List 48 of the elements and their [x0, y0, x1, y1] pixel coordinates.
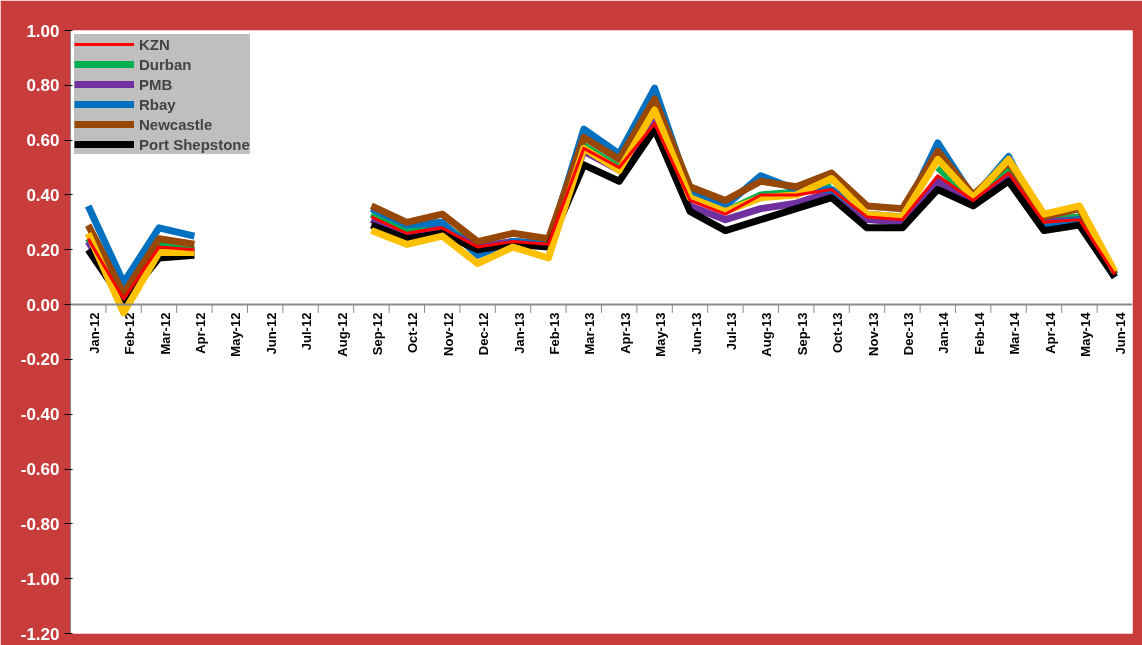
x-tick-label: Jul-13	[723, 312, 739, 351]
y-tick-label: -0.20	[20, 350, 60, 370]
x-tick-label: Jun-13	[688, 312, 704, 355]
x-tick-label: Jan-14	[936, 311, 952, 354]
y-tick-label: 0.40	[26, 185, 60, 205]
x-tick-label: Jun-14	[1113, 311, 1129, 355]
y-tick-label: -1.20	[20, 624, 60, 644]
legend-label: PMB	[139, 75, 173, 93]
y-tick-label: 0.80	[26, 76, 60, 96]
y-tick-label: -1.00	[20, 569, 60, 589]
x-tick-label: Jan-13	[511, 312, 527, 354]
x-tick-label: Jan-12	[86, 312, 102, 354]
x-tick-label: Mar-12	[157, 312, 173, 355]
x-tick-label: Jun-12	[263, 312, 279, 355]
x-tick-label: Dec-13	[900, 312, 916, 356]
x-tick-label: Nov-13	[865, 312, 881, 356]
x-tick-label: Apr-12	[192, 312, 208, 354]
x-tick-label: Apr-14	[1042, 311, 1058, 354]
y-tick-label: 1.00	[26, 21, 60, 41]
x-tick-label: Mar-14	[1007, 311, 1023, 355]
x-tick-label: Sep-12	[369, 312, 385, 356]
x-tick-label: Aug-13	[759, 312, 775, 357]
legend-label: Durban	[139, 55, 192, 73]
y-tick-label: -0.40	[20, 405, 60, 425]
x-tick-label: May-13	[653, 312, 669, 357]
x-tick-label: Aug-12	[334, 312, 350, 357]
x-tick-label: Sep-13	[794, 312, 810, 356]
y-tick-label: -0.60	[20, 460, 60, 480]
x-tick-label: Jul-12	[299, 312, 315, 351]
legend-label: Newcastle	[139, 115, 213, 133]
legend-label: Rbay	[139, 95, 176, 113]
x-tick-label: Feb-14	[971, 311, 987, 355]
x-tick-label: Feb-12	[122, 312, 138, 355]
x-tick-label: May-12	[228, 312, 244, 357]
x-tick-label: May-14	[1077, 311, 1093, 357]
legend-label: KZN	[139, 35, 170, 53]
y-tick-label: -0.80	[20, 514, 60, 534]
x-tick-label: Dec-12	[476, 312, 492, 356]
y-tick-label: 0.20	[26, 240, 60, 260]
y-tick-label: 0.00	[26, 295, 60, 315]
y-tick-label: 0.60	[26, 131, 60, 151]
x-tick-label: Feb-13	[546, 312, 562, 355]
x-tick-label: Oct-12	[405, 312, 421, 354]
x-tick-label: Apr-13	[617, 312, 633, 354]
x-tick-label: Mar-13	[582, 312, 598, 355]
legend-label: Port Shepstone	[139, 135, 250, 153]
x-tick-label: Oct-13	[830, 312, 846, 354]
x-tick-label: Nov-12	[440, 312, 456, 356]
